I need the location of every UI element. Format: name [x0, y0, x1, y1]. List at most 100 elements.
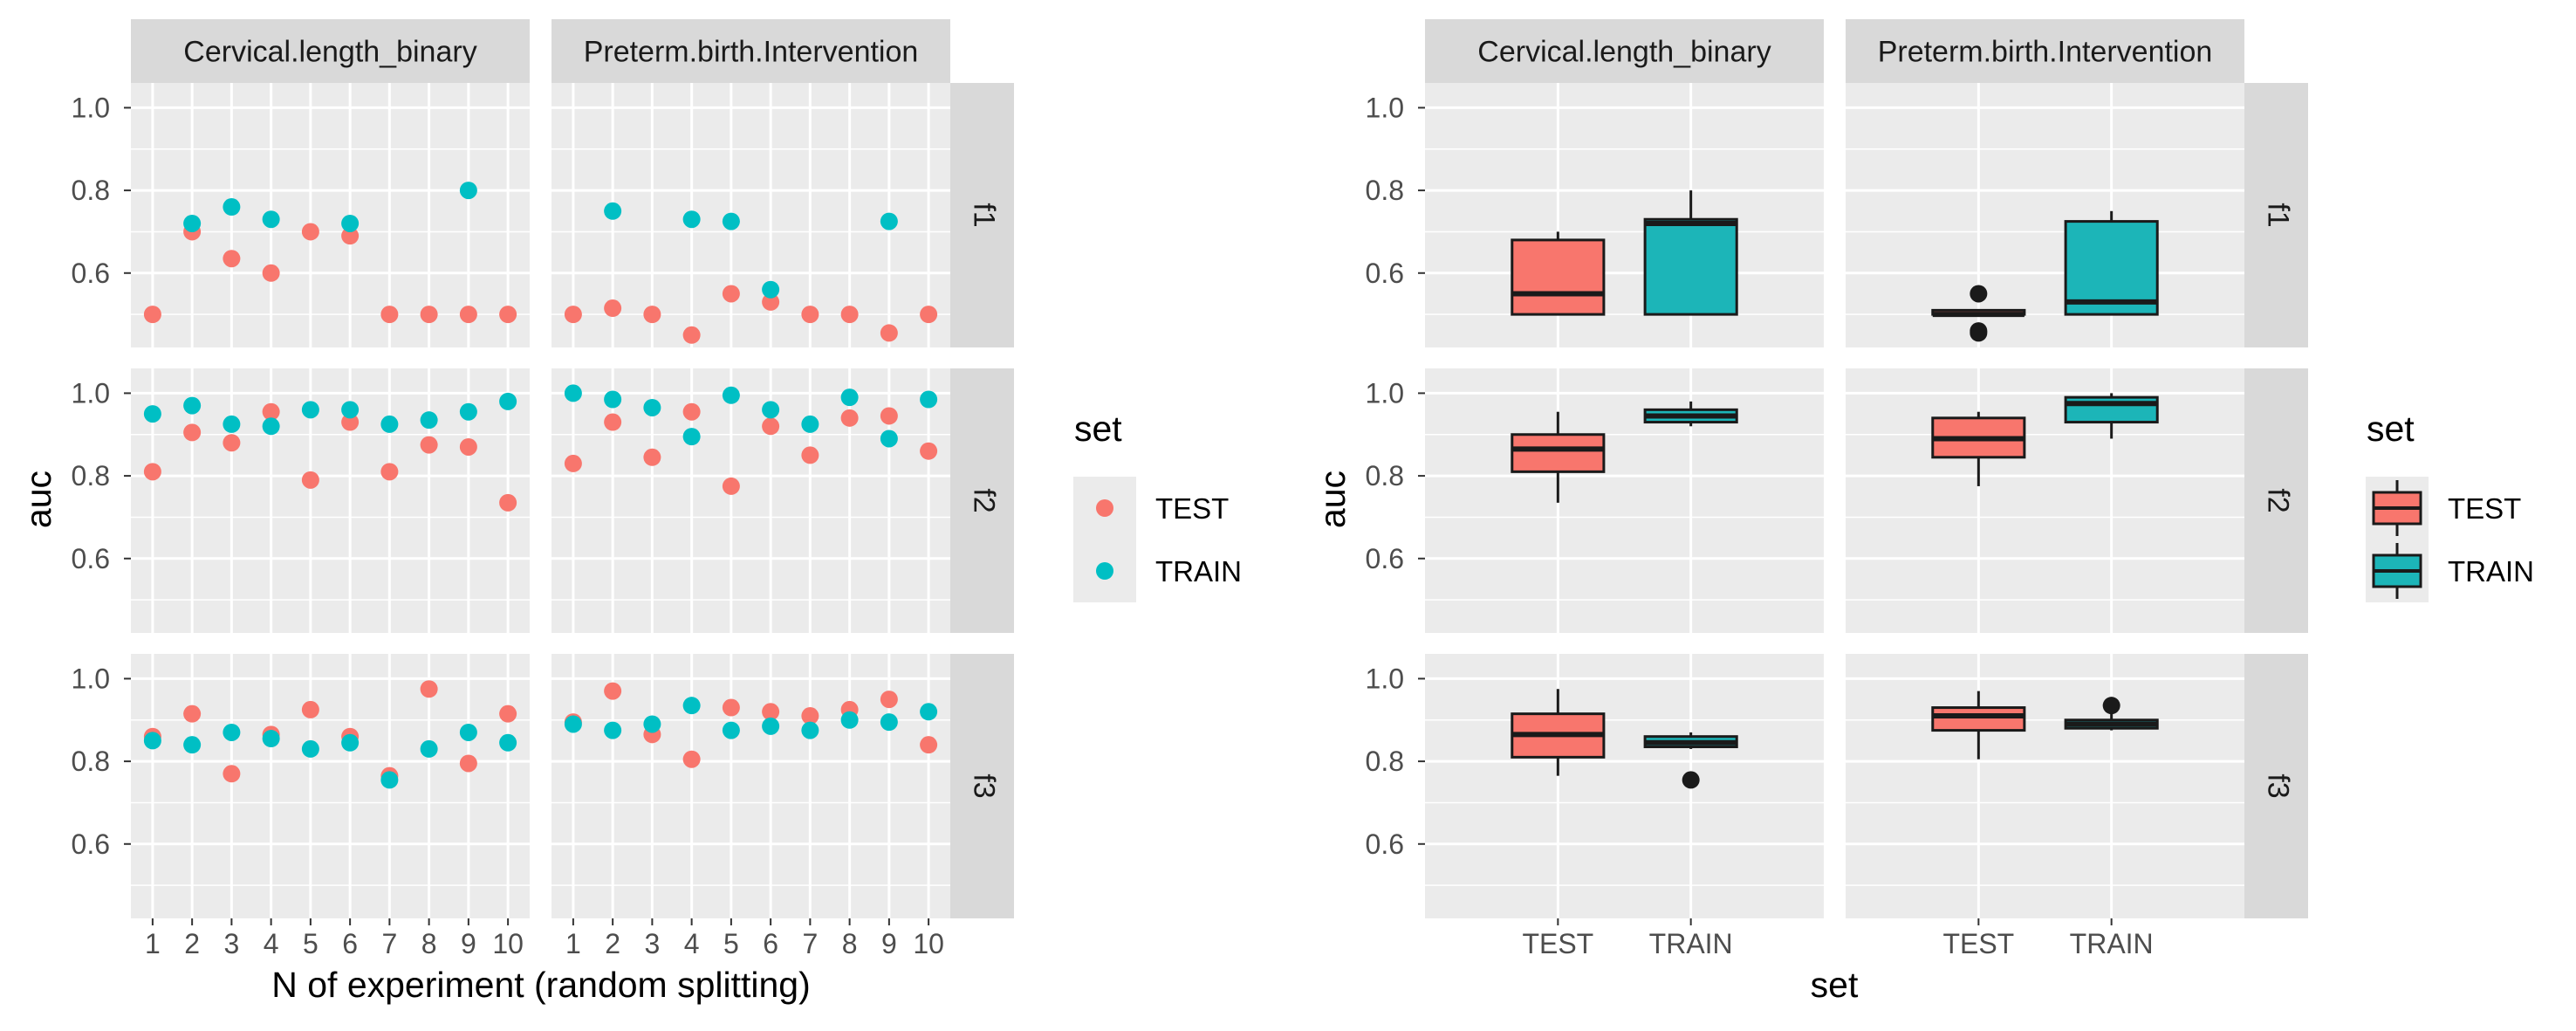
- train-point: [223, 198, 241, 217]
- x-tick-label: 1: [565, 928, 581, 959]
- test-point: [420, 436, 438, 454]
- train-point: [840, 388, 859, 407]
- box-outlier: [1970, 285, 1988, 303]
- train-point: [604, 202, 622, 220]
- legend-label: TRAIN: [2448, 555, 2534, 588]
- row-strip-label: f1: [968, 203, 1001, 227]
- facet-panel: [1846, 368, 2244, 633]
- x-tick-label: TEST: [1522, 928, 1593, 959]
- y-tick-label: 0.6: [72, 543, 110, 574]
- train-point: [762, 717, 780, 735]
- x-tick-label: 1: [145, 928, 161, 959]
- y-axis-title: auc: [1312, 471, 1353, 528]
- test-point: [420, 306, 438, 324]
- test-point: [420, 680, 438, 698]
- col-strip: [131, 19, 530, 83]
- box-body: [1511, 433, 1606, 473]
- row-strip: [950, 654, 1014, 918]
- test-point: [223, 434, 241, 452]
- train-point: [564, 715, 582, 733]
- train-point: [301, 739, 319, 758]
- test-point: [183, 705, 202, 723]
- panel-background: [1425, 368, 1824, 633]
- train-point: [420, 739, 438, 758]
- legend-test-point: [1096, 499, 1113, 517]
- test-point: [722, 698, 740, 717]
- train-point: [880, 713, 898, 732]
- col-strip-label: Cervical.length_binary: [1477, 36, 1771, 69]
- train-point: [223, 723, 241, 741]
- train-point: [682, 428, 701, 446]
- col-strip-label: Cervical.length_binary: [183, 36, 476, 69]
- train-box: [2064, 210, 2159, 316]
- test-point: [880, 324, 898, 342]
- legend: set TEST TRAIN: [2366, 409, 2534, 602]
- panel-background: [1425, 83, 1824, 347]
- x-axis-title: N of experiment (random splitting): [271, 965, 811, 1005]
- train-point: [801, 721, 819, 739]
- y-tick-label: 1.0: [72, 92, 110, 123]
- train-point: [459, 402, 477, 421]
- test-point: [722, 477, 740, 495]
- train-point: [459, 723, 477, 741]
- test-point: [880, 691, 898, 709]
- facet-panel: [131, 654, 530, 918]
- test-point: [341, 413, 360, 431]
- row-strip-label: f3: [968, 773, 1001, 798]
- train-point: [183, 736, 202, 754]
- panel-background: [131, 83, 530, 347]
- box-body: [1643, 217, 1738, 316]
- test-point: [643, 448, 661, 466]
- train-point: [643, 398, 661, 416]
- train-point: [762, 280, 780, 299]
- train-point: [499, 392, 517, 410]
- legend-title: set: [1074, 409, 1122, 449]
- box-body: [2064, 220, 2159, 316]
- test-point: [459, 437, 477, 456]
- test-point: [801, 306, 819, 324]
- test-point: [262, 264, 280, 282]
- row-strip-label: f2: [2262, 488, 2295, 512]
- test-point: [564, 454, 582, 472]
- x-tick-label: 6: [342, 928, 358, 959]
- test-box: [1931, 285, 2026, 342]
- test-point: [762, 292, 780, 311]
- train-point: [499, 733, 517, 752]
- box-outlier: [2102, 697, 2120, 715]
- x-tick-label: 10: [913, 928, 944, 959]
- col-strip: [552, 19, 950, 83]
- col-strip: [1846, 19, 2244, 83]
- legend-train-point: [1096, 562, 1113, 580]
- y-tick-label: 0.6: [1366, 828, 1404, 860]
- test-point: [341, 227, 360, 245]
- test-point: [920, 306, 938, 324]
- x-tick-label: 9: [881, 928, 897, 959]
- panel-background: [1425, 654, 1824, 918]
- x-tick-label: 9: [461, 928, 476, 959]
- test-point: [223, 250, 241, 268]
- train-box: [1643, 401, 1738, 427]
- train-point: [143, 732, 161, 750]
- row-strip-label: f3: [2262, 773, 2295, 798]
- x-tick-label: 7: [802, 928, 818, 959]
- y-tick-label: 1.0: [1366, 663, 1404, 694]
- train-box: [1643, 190, 1738, 316]
- test-point: [920, 442, 938, 460]
- x-tick-label: 7: [381, 928, 397, 959]
- y-tick-label: 0.8: [1366, 460, 1404, 491]
- test-point: [762, 417, 780, 436]
- x-tick-label: 5: [723, 928, 739, 959]
- test-point: [301, 700, 319, 718]
- train-point: [380, 415, 399, 433]
- train-point: [762, 401, 780, 419]
- train-point: [682, 697, 701, 715]
- box-body: [1931, 706, 2026, 732]
- panel-background: [1846, 83, 2244, 347]
- x-tick-label: 2: [184, 928, 200, 959]
- test-point: [143, 463, 161, 481]
- test-point: [499, 493, 517, 512]
- y-tick-label: 0.6: [1366, 543, 1404, 574]
- train-box: [2064, 393, 2159, 439]
- train-point: [840, 711, 859, 729]
- test-point: [682, 402, 701, 421]
